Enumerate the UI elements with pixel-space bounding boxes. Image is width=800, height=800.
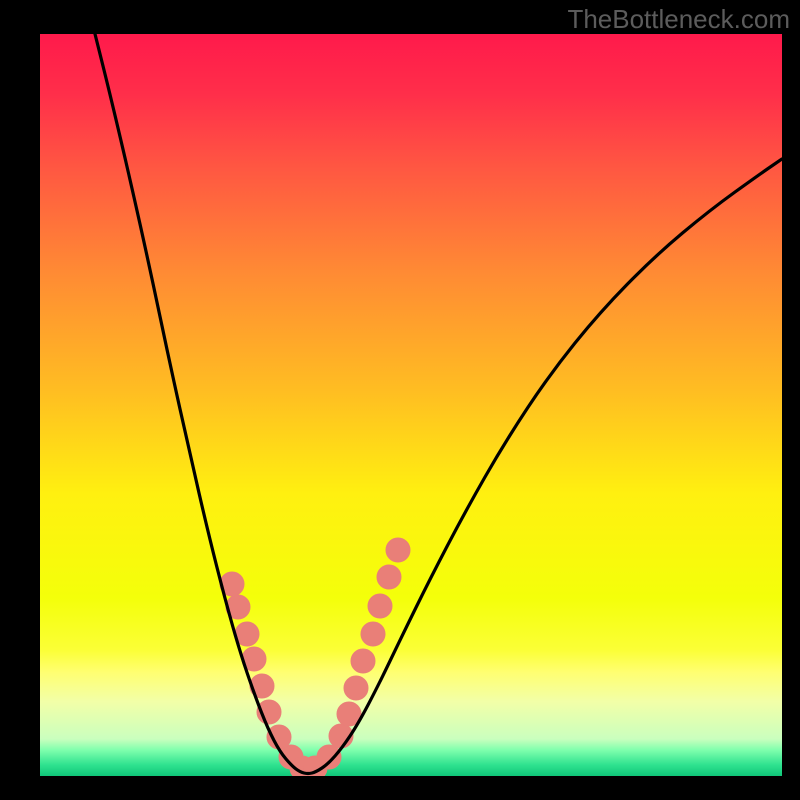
- data-marker: [368, 594, 392, 618]
- data-marker: [344, 676, 368, 700]
- plot-svg: [40, 34, 782, 776]
- data-marker: [377, 565, 401, 589]
- gradient-background: [40, 34, 782, 776]
- data-marker: [317, 745, 341, 769]
- data-marker: [361, 622, 385, 646]
- data-marker: [351, 649, 375, 673]
- chart-canvas: TheBottleneck.com: [0, 0, 800, 800]
- watermark-text: TheBottleneck.com: [567, 4, 790, 35]
- data-marker: [386, 538, 410, 562]
- plot-area: [40, 34, 782, 776]
